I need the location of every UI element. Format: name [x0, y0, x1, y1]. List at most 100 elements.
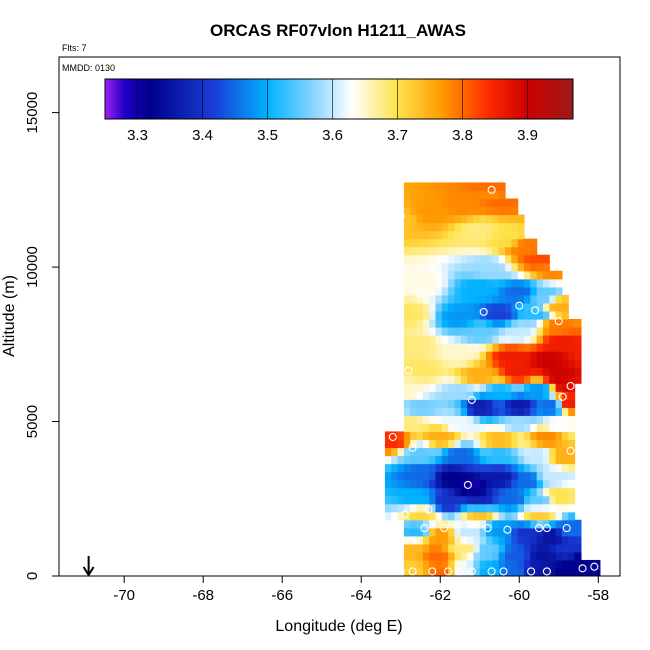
- heatmap-cell: [397, 431, 405, 441]
- heatmap-cell: [391, 455, 399, 465]
- heatmap-cell: [542, 511, 550, 521]
- heatmap-cell: [486, 343, 493, 352]
- heatmap-cell: [542, 567, 550, 576]
- heatmap-cell: [410, 262, 418, 272]
- heatmap-cell: [511, 519, 519, 529]
- heatmap-cell: [479, 551, 487, 561]
- heatmap-cell: [397, 471, 405, 481]
- heatmap-cell: [549, 543, 557, 553]
- y-tick-label: 5000: [24, 405, 41, 438]
- heatmap-cell: [542, 487, 550, 497]
- heatmap-cell: [549, 471, 557, 481]
- heatmap-cell: [429, 238, 437, 248]
- heatmap-cell: [410, 399, 418, 408]
- heatmap-cell: [498, 479, 506, 489]
- heatmap-cell: [561, 455, 569, 465]
- colorbar-tick-label: 3.7: [387, 127, 408, 144]
- heatmap-cell: [410, 423, 418, 433]
- heatmap-cell: [549, 439, 557, 449]
- heatmap-cell: [574, 359, 582, 368]
- heatmap-cell: [498, 415, 506, 424]
- heatmap-cell: [435, 551, 443, 561]
- heatmap-cell: [467, 214, 475, 224]
- heatmap-cell: [505, 318, 512, 328]
- heatmap-cell: [492, 367, 500, 376]
- heatmap-cell: [561, 567, 569, 576]
- heatmap-cell: [410, 503, 418, 513]
- heatmap-cell: [429, 391, 437, 400]
- heatmap-cell: [429, 190, 437, 200]
- heatmap-cell: [403, 335, 411, 344]
- heatmap-cell: [448, 343, 456, 352]
- heatmap-cell: [568, 471, 576, 481]
- heatmap-cell: [555, 479, 563, 489]
- heatmap-cell: [511, 367, 519, 376]
- heatmap-cell: [467, 367, 475, 376]
- heatmap-cell: [561, 519, 569, 529]
- heatmap-cell: [542, 527, 550, 537]
- heatmap-cell: [524, 439, 531, 449]
- heatmap-cell: [422, 391, 430, 400]
- heatmap-cell: [460, 327, 468, 336]
- heatmap-cell: [505, 391, 512, 400]
- heatmap-cell: [441, 302, 449, 312]
- heatmap-cell: [549, 286, 557, 296]
- heatmap-cell: [422, 310, 430, 320]
- sample-point: [542, 567, 551, 576]
- heatmap-cell: [524, 519, 531, 529]
- heatmap-cell: [479, 375, 487, 384]
- sample-point: [400, 510, 409, 519]
- heatmap-cell: [511, 487, 519, 497]
- heatmap-cell: [524, 503, 531, 513]
- heatmap-cell: [416, 238, 424, 248]
- heatmap-cell: [410, 254, 418, 264]
- heatmap-cell: [568, 399, 576, 408]
- heatmap-cell: [505, 254, 512, 264]
- heatmap-cell: [467, 455, 475, 465]
- heatmap-cell: [536, 559, 544, 569]
- heatmap-cell: [498, 206, 506, 216]
- heatmap-cell: [542, 455, 550, 465]
- heatmap-cell: [574, 551, 582, 561]
- heatmap-cell: [536, 423, 544, 433]
- heatmap-cell: [410, 206, 418, 216]
- heatmap-cell: [460, 423, 468, 433]
- heatmap-cell: [517, 375, 525, 384]
- heatmap-cell: [441, 391, 449, 400]
- heatmap-cell: [498, 527, 506, 537]
- heatmap-cell: [454, 423, 462, 433]
- heatmap-cell: [561, 327, 569, 336]
- heatmap-cell: [530, 447, 538, 457]
- heatmap-cell: [460, 310, 468, 320]
- heatmap-cell: [467, 415, 475, 424]
- heatmap-cell: [473, 318, 481, 328]
- heatmap-cell: [410, 511, 418, 521]
- heatmap-cell: [505, 262, 512, 272]
- colorbar-tick-label: 3.6: [322, 127, 343, 144]
- heatmap-cell: [568, 351, 576, 360]
- heatmap-cell: [524, 559, 531, 569]
- heatmap-cell: [460, 222, 468, 232]
- heatmap-cell: [435, 511, 443, 521]
- heatmap-cell: [536, 519, 544, 529]
- heatmap-cell: [384, 495, 392, 505]
- heatmap-cell: [454, 230, 462, 240]
- heatmap-cell: [505, 351, 512, 360]
- heatmap-cell: [479, 222, 487, 232]
- heatmap-cell: [492, 278, 500, 288]
- heatmap-cell: [511, 214, 519, 224]
- heatmap-cell: [555, 527, 563, 537]
- heatmap-cell: [454, 495, 462, 505]
- heatmap-cell: [517, 351, 525, 360]
- heatmap-cell: [448, 511, 456, 521]
- heatmap-cell: [479, 487, 487, 497]
- heatmap-cell: [422, 367, 430, 376]
- heatmap-cell: [505, 439, 512, 449]
- y-tick-label: 10000: [24, 246, 41, 288]
- heatmap-cell: [580, 567, 588, 576]
- heatmap-cell: [416, 439, 424, 449]
- heatmap-cell: [403, 206, 411, 216]
- heatmap-cell: [397, 487, 405, 497]
- heatmap-cell: [448, 463, 456, 473]
- sample-point: [420, 524, 429, 533]
